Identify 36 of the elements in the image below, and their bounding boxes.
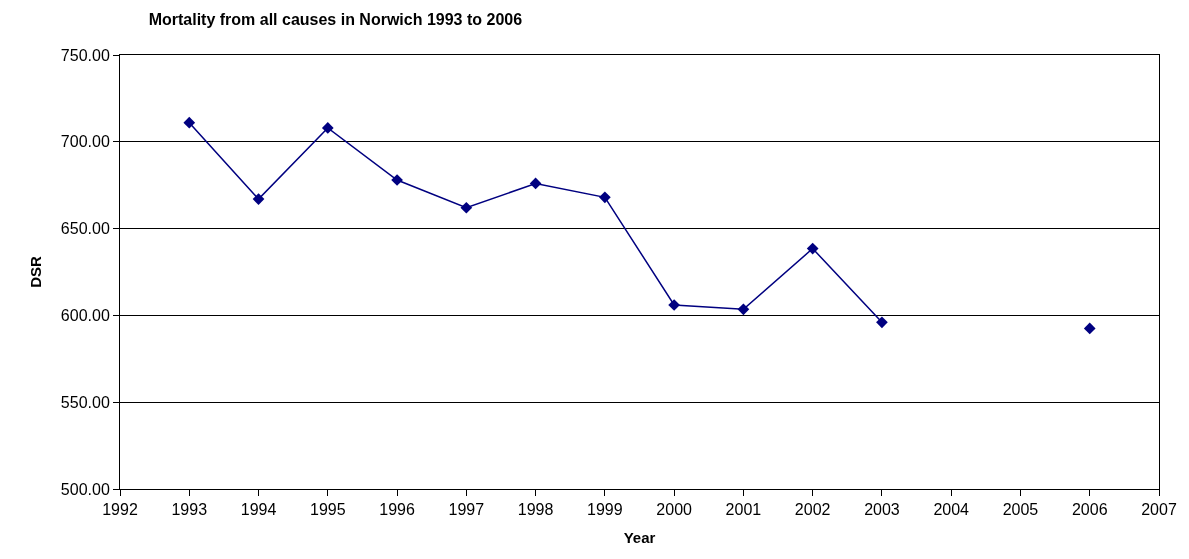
x-axis-title: Year xyxy=(623,529,656,547)
point xyxy=(252,193,265,205)
y-tick-label: 600.00 xyxy=(60,307,110,324)
point xyxy=(668,299,680,311)
chart-title: Mortality from all causes in Norwich 1993 to 2006 xyxy=(148,11,523,29)
y-tick-label: 500.00 xyxy=(60,480,110,498)
x-tick-label: 1994 xyxy=(240,501,277,519)
x-tick-label: 1993 xyxy=(171,501,208,519)
x-tick-label: 2000 xyxy=(656,501,693,519)
point xyxy=(737,303,750,316)
point xyxy=(806,242,819,255)
point xyxy=(183,116,196,129)
x-tick-label: 1999 xyxy=(587,501,623,519)
x-tick-label: 2004 xyxy=(933,501,970,519)
y-tick-label: 650.00 xyxy=(60,220,110,238)
point xyxy=(529,177,542,190)
y-tick-label: 700.00 xyxy=(60,133,110,151)
x-tick-label: 2006 xyxy=(1071,501,1108,519)
x-tick-label: 1996 xyxy=(379,501,415,519)
y-tick-label: 550.00 xyxy=(60,393,110,411)
x-tick-label: 1997 xyxy=(448,501,485,519)
y-tick-label: 750.00 xyxy=(60,46,110,64)
x-tick-label: 2001 xyxy=(725,501,762,519)
y-axis-title: DSR xyxy=(27,256,45,288)
point xyxy=(321,122,334,134)
point xyxy=(876,316,888,329)
x-tick-label: 2007 xyxy=(1141,501,1177,519)
x-tick-label: 1992 xyxy=(102,501,138,519)
x-tick-label: 2005 xyxy=(1002,501,1039,519)
point xyxy=(1083,322,1096,335)
x-tick-label: 2003 xyxy=(864,501,900,519)
x-tick-label: 2002 xyxy=(794,501,831,519)
x-tick-label: 1998 xyxy=(517,501,554,519)
point xyxy=(599,191,611,204)
point xyxy=(460,201,473,214)
x-tick-label: 1995 xyxy=(310,501,346,519)
